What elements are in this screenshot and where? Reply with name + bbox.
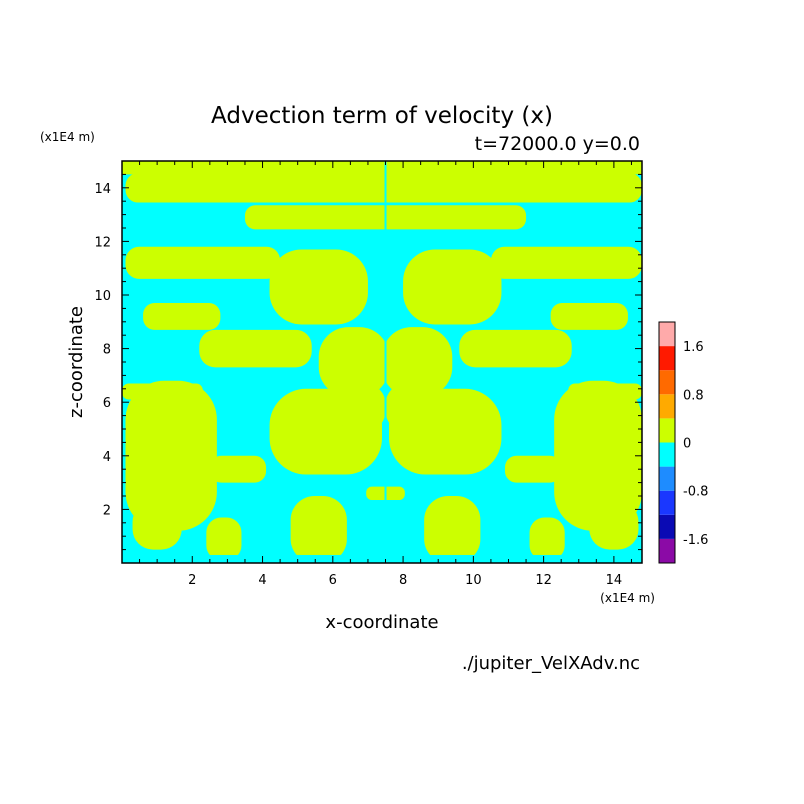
field-positive-patch [318,327,390,397]
colorbar-segment [659,442,675,467]
colorbar-segment [659,514,675,539]
field-positive-patch [125,380,217,531]
x-tick-label: 2 [188,573,196,588]
field-positive-patch [209,455,267,483]
x-tick-label: 10 [465,573,482,588]
field-positive-patch [504,455,562,483]
field-positive-patch [206,517,242,561]
x-axis-unit: (x1E4 m) [600,591,655,605]
chart-subtitle: t=72000.0 y=0.0 [475,133,640,155]
y-axis-unit: (x1E4 m) [40,130,95,144]
y-axis: 2 4 6 8 10 12 14 [94,173,642,551]
field-positive-patch [125,173,643,203]
y-tick-label: 4 [103,450,111,465]
colorbar-segment [659,418,675,443]
field-positive-patch [589,501,639,550]
x-tick-label: 6 [329,573,337,588]
field-positive-patch [269,249,368,325]
field-positive-patch [490,246,642,279]
field-positive-patch [382,327,453,397]
field-band [122,161,642,175]
field-positive-patch [529,517,565,561]
field-positive-patch [199,329,312,368]
field-positive-patch [385,383,435,432]
x-tick-label: 4 [258,573,266,588]
field-positive-patch [143,303,221,330]
colorbar-tick-label: 0.8 [683,388,704,403]
colorbar-tick-label: 0 [683,437,691,452]
field-positive-patch [459,329,572,368]
field-band [122,554,642,563]
y-tick-label: 2 [103,503,111,518]
field-positive-patch [554,380,642,531]
chart-title: Advection term of velocity (x) [211,103,553,129]
field-positive-patch [550,303,628,330]
chart-field-layer [122,161,643,563]
colorbar-frame [658,321,676,564]
y-tick-label: 12 [94,235,111,250]
colorbar-segment [659,346,675,371]
colorbar-segment [659,370,675,395]
field-positive-patch [125,246,281,279]
x-tick-label: 8 [399,573,407,588]
x-tick-label: 12 [535,573,552,588]
x-tick-label: 14 [606,573,623,588]
colorbar-tick-label: -0.8 [683,485,708,500]
y-tick-label: 8 [103,343,111,358]
field-positive-patch [336,383,386,432]
field-positive-patch [403,249,502,325]
field-positive-patch [290,496,347,563]
y-axis-label: z-coordinate [66,306,87,418]
field-positive-patch [132,501,182,550]
colorbar-segment [659,394,675,419]
source-filename: ./jupiter_VelXAdv.nc [462,653,640,674]
colorbar-segment [659,490,675,515]
y-tick-label: 14 [94,182,111,197]
colorbar-tick-label: -1.6 [683,533,708,548]
x-axis-label: x-coordinate [325,612,438,633]
field-positive-patch [424,496,481,563]
y-tick-label: 10 [94,289,111,304]
colorbar-segment [659,466,675,491]
colorbar: 1.6 0.8 0 -0.8 -1.6 [658,321,708,564]
x-axis: 2 4 6 8 10 12 14 [139,161,632,588]
y-tick-label: 6 [103,396,111,411]
colorbar-segment [659,538,675,563]
colorbar-segment [659,322,675,347]
colorbar-tick-label: 1.6 [683,340,704,355]
